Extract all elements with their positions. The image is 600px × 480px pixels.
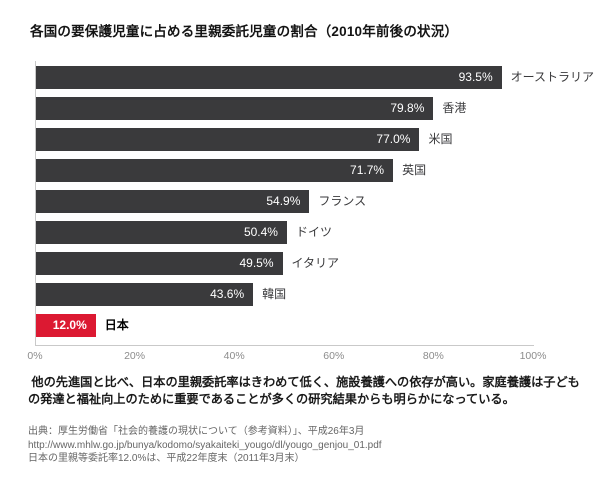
bar: 71.7% [36, 159, 394, 182]
bar-value-label: 12.0% [52, 318, 87, 332]
bar-row: 54.9% フランス [36, 190, 534, 213]
plot-area: 93.5% オーストラリア 79.8% 香港 77.0% 米国 71.7% 英国 54.9% フラ… [35, 61, 594, 346]
bar-row: 93.5% オーストラリア [36, 66, 594, 89]
bar-row: 71.7% 英国 [36, 159, 534, 182]
bar: 49.5% [36, 252, 283, 275]
source-line-note: 日本の里親等委託率12.0%は、平成22年度末（2011年3月末） [28, 453, 305, 464]
bar-value-label: 79.8% [390, 101, 425, 115]
bar-value-label: 43.6% [210, 287, 245, 301]
country-label: ドイツ [295, 225, 332, 239]
country-label: 香港 [442, 101, 467, 115]
bar-row: 12.0% 日本 [36, 314, 534, 337]
x-tick-label: 20% [124, 350, 146, 362]
bar: 77.0% [36, 128, 420, 151]
bar: 43.6% [36, 283, 254, 306]
bar-value-label: 54.9% [266, 194, 301, 208]
bar: 79.8% [36, 97, 434, 120]
bar-row: 43.6% 韓国 [36, 283, 534, 306]
x-tick-label: 0% [27, 350, 43, 362]
bar: 54.9% [36, 190, 310, 213]
country-label: 英国 [402, 163, 427, 177]
chart-title: 各国の要保護児童に占める里親委託児童の割合（2010年前後の状況） [30, 24, 459, 39]
country-label: 韓国 [262, 287, 287, 301]
source-line-citation: 出典：厚生労働省「社会的養護の現状について（参考資料）」、平成26年3月 [28, 426, 365, 437]
bar-value-label: 93.5% [458, 70, 493, 84]
bar-value-label: 49.5% [239, 256, 274, 270]
x-axis-labels: 0% 20% 40% 60% 80% 100% [27, 350, 546, 364]
note-text: 他の先進国と比べ、日本の里親委託率はきわめて低く、施設養護への依存が高い。家庭養… [28, 375, 580, 406]
bar-value-label: 71.7% [350, 163, 385, 177]
source-line-url: http://www.mhlw.go.jp/bunya/kodomo/syaka… [28, 439, 382, 451]
country-label: 日本 [104, 318, 129, 332]
country-label: オーストラリア [510, 70, 595, 84]
country-label: 米国 [428, 132, 453, 146]
bar-row: 49.5% イタリア [36, 252, 534, 275]
country-label: フランス [318, 194, 367, 208]
bar-value-label: 77.0% [376, 132, 411, 146]
bar: 93.5% [36, 66, 502, 89]
bar-highlight: 12.0% [36, 314, 96, 337]
x-tick-label: 100% [519, 350, 547, 362]
bar-row: 79.8% 香港 [36, 97, 534, 120]
x-tick-label: 40% [223, 350, 245, 362]
bar-rows: 93.5% オーストラリア 79.8% 香港 77.0% 米国 71.7% 英国 54.9% フラ… [36, 66, 594, 345]
bar-value-label: 50.4% [243, 225, 278, 239]
country-label: イタリア [291, 256, 340, 270]
x-tick-label: 80% [422, 350, 444, 362]
source-block: 出典：厚生労働省「社会的養護の現状について（参考資料）」、平成26年3月 htt… [28, 425, 588, 466]
bar-row: 50.4% ドイツ [36, 221, 534, 244]
bar-row: 77.0% 米国 [36, 128, 534, 151]
bar: 50.4% [36, 221, 287, 244]
x-tick-label: 60% [323, 350, 345, 362]
